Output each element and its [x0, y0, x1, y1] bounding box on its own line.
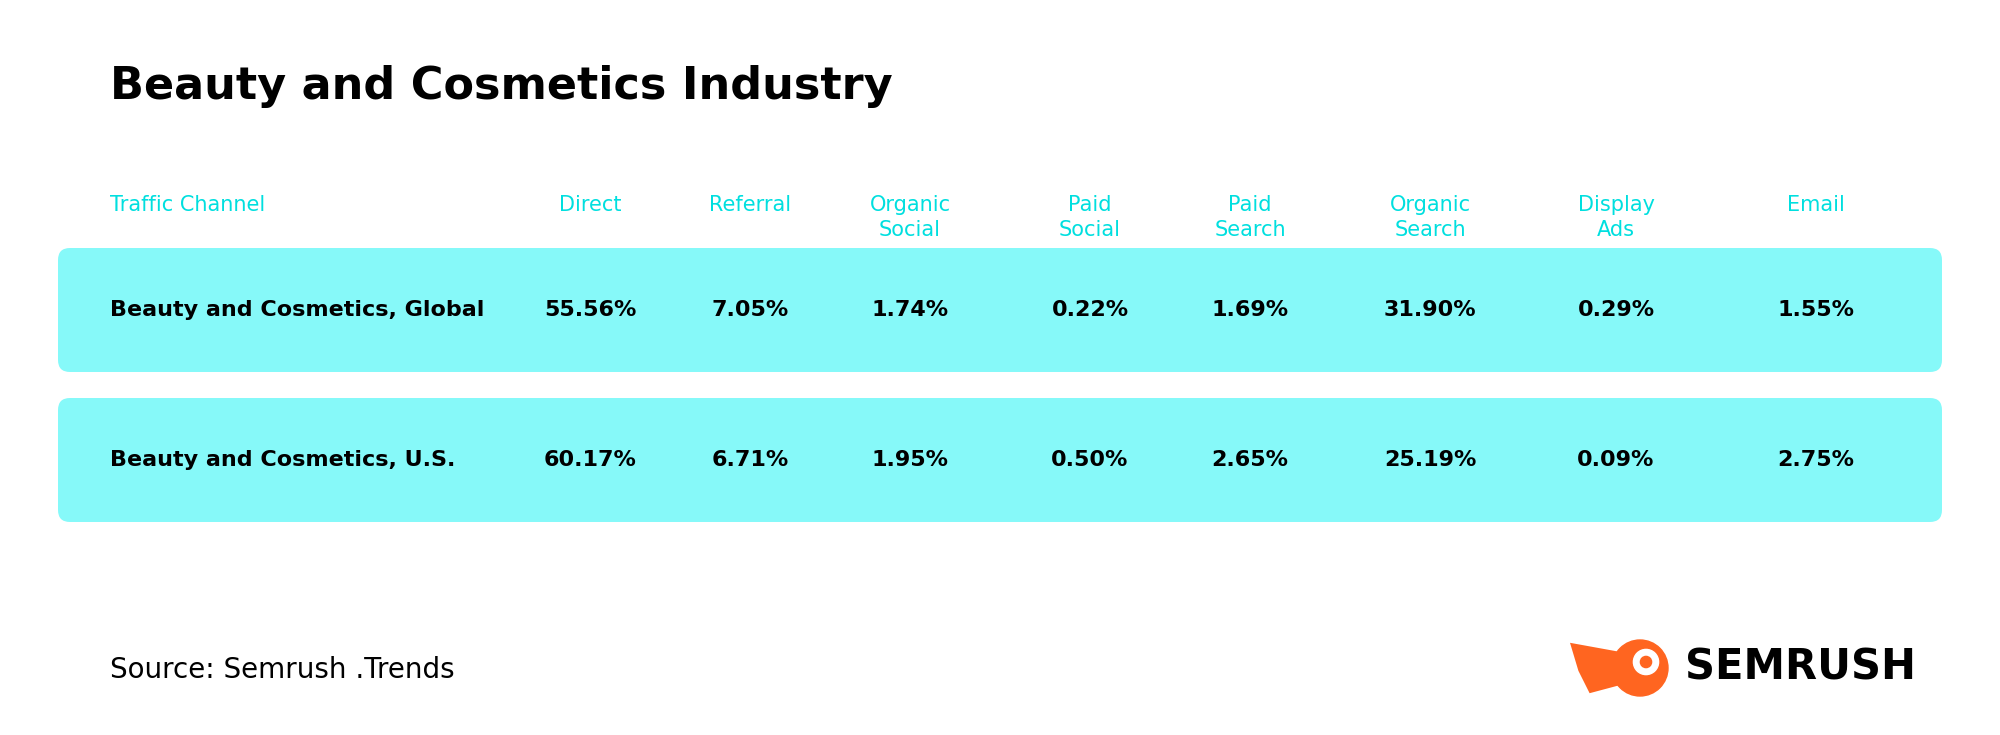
Text: Referral: Referral	[708, 195, 792, 215]
Text: 55.56%: 55.56%	[544, 300, 636, 320]
Text: 1.69%: 1.69%	[1212, 300, 1288, 320]
Text: Display
Ads: Display Ads	[1578, 195, 1654, 240]
Text: 31.90%: 31.90%	[1384, 300, 1476, 320]
Text: Paid
Search: Paid Search	[1214, 195, 1286, 240]
Text: 6.71%: 6.71%	[712, 450, 788, 470]
Text: 1.55%: 1.55%	[1778, 300, 1854, 320]
Text: SEMRUSH: SEMRUSH	[1684, 647, 1916, 689]
Circle shape	[1634, 650, 1658, 675]
Text: Traffic Channel: Traffic Channel	[110, 195, 266, 215]
Text: Organic
Search: Organic Search	[1390, 195, 1470, 240]
Circle shape	[1640, 656, 1652, 667]
Text: 60.17%: 60.17%	[544, 450, 636, 470]
Text: Beauty and Cosmetics, U.S.: Beauty and Cosmetics, U.S.	[110, 450, 456, 470]
Text: Direct: Direct	[558, 195, 622, 215]
Text: 2.75%: 2.75%	[1778, 450, 1854, 470]
Text: Email: Email	[1788, 195, 1844, 215]
Text: 25.19%: 25.19%	[1384, 450, 1476, 470]
Text: Organic
Social: Organic Social	[870, 195, 950, 240]
Text: 0.50%: 0.50%	[1052, 450, 1128, 470]
Text: 2.65%: 2.65%	[1212, 450, 1288, 470]
Text: Paid
Social: Paid Social	[1060, 195, 1120, 240]
Text: 1.95%: 1.95%	[872, 450, 948, 470]
Circle shape	[1612, 640, 1668, 696]
Text: Beauty and Cosmetics Industry: Beauty and Cosmetics Industry	[110, 65, 892, 108]
Polygon shape	[1570, 643, 1632, 693]
Text: 7.05%: 7.05%	[712, 300, 788, 320]
Text: Beauty and Cosmetics, Global: Beauty and Cosmetics, Global	[110, 300, 484, 320]
Text: 0.22%: 0.22%	[1052, 300, 1128, 320]
Text: Source: Semrush .Trends: Source: Semrush .Trends	[110, 656, 454, 684]
Text: 0.09%: 0.09%	[1578, 450, 1654, 470]
Text: 1.74%: 1.74%	[872, 300, 948, 320]
FancyBboxPatch shape	[58, 398, 1942, 522]
Text: 0.29%: 0.29%	[1578, 300, 1654, 320]
FancyBboxPatch shape	[58, 248, 1942, 372]
